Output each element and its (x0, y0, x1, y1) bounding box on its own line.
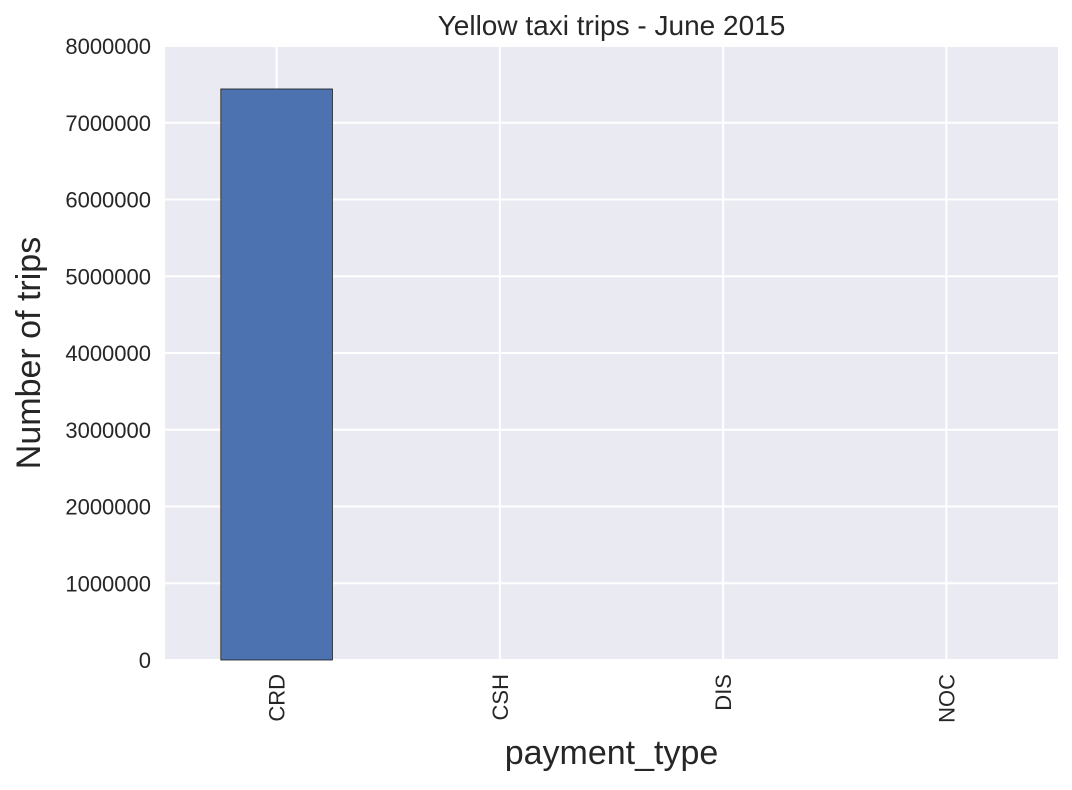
y-tick-label: 1000000 (65, 571, 151, 596)
x-tick-label: NOC (934, 674, 959, 723)
y-tick-label: 8000000 (65, 34, 151, 59)
x-axis-label: payment_type (505, 734, 719, 772)
chart-title: Yellow taxi trips - June 2015 (438, 10, 786, 41)
x-axis-ticks: CRD CSH DIS NOC (265, 674, 960, 723)
y-axis-ticks: 0 1000000 2000000 3000000 4000000 5000000 6000… (65, 34, 151, 673)
y-axis-label: Number of trips (10, 237, 48, 469)
x-tick-label: CSH (488, 674, 513, 720)
x-tick-label: DIS (711, 674, 736, 711)
y-tick-label: 3000000 (65, 418, 151, 443)
bars (220, 88, 333, 661)
bar-crd (220, 88, 333, 661)
y-tick-label: 5000000 (65, 264, 151, 289)
y-tick-label: 7000000 (65, 111, 151, 136)
x-tick-label: CRD (265, 674, 290, 722)
y-tick-label: 6000000 (65, 188, 151, 213)
y-tick-label: 4000000 (65, 341, 151, 366)
y-tick-label: 2000000 (65, 495, 151, 520)
y-tick-label: 0 (139, 648, 151, 673)
